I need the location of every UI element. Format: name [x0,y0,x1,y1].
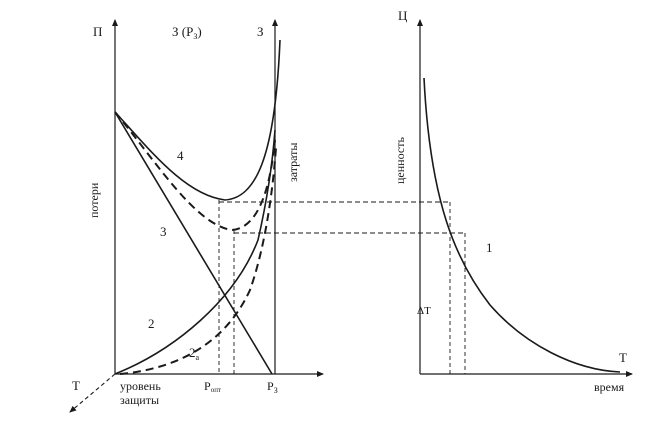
curve-1-label: 1 [486,240,493,255]
curve-4-label: 4 [177,148,184,163]
label-costs: затраты [286,143,300,182]
curve-3-losses [114,111,273,375]
curve-total-dashed [114,111,276,232]
curve-1-value [423,77,621,373]
curve-2-costs [114,129,276,375]
curve-2-label: 2 [148,316,155,331]
x-label-level-line1: уровень [120,379,161,393]
curve-4-total [114,39,281,201]
label-time: время [594,380,625,394]
label-value: ценность [393,137,407,184]
axis-t-left-label: Т [72,378,80,393]
label-delta-t: ΔТ [417,305,431,317]
curve-2a-costs [119,147,277,375]
axis-z-label: З [257,24,264,39]
axis-z-rz-label: З (РЗ) [172,24,202,41]
curve-2a-label: 2а [189,345,200,362]
x-label-level-line2: защиты [120,393,159,407]
curve-3-label: 3 [160,224,167,239]
time-axis-diagonal [69,373,116,413]
x-label-popt: Ропт [204,379,221,394]
axis-t-right-label: Т [619,350,627,365]
axis-p-label: П [93,24,102,39]
label-losses: потери [87,182,101,218]
axis-ts-label: Ц [398,8,408,23]
x-label-rz: РЗ [267,379,278,395]
